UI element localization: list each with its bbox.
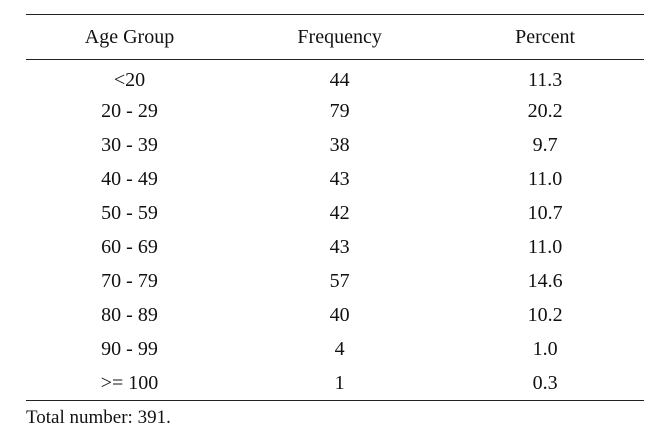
footnote: Total number: 391. [26, 407, 171, 428]
age-frequency-table-container: Age Group Frequency Percent <20 44 11.3 20 … [26, 14, 644, 401]
frequency-cell: 1 [334, 371, 345, 394]
percent-cell: 14.6 [527, 269, 563, 292]
percent-cell: 10.7 [527, 201, 563, 224]
age-group-cell: 40 - 49 [101, 167, 158, 190]
percent-cell: 10.2 [527, 303, 563, 326]
header-age-group: Age Group [84, 25, 175, 48]
table-row: 90 - 99 4 1.0 [26, 332, 644, 366]
frequency-cell: 4 [334, 337, 345, 360]
frequency-cell: 43 [329, 235, 350, 258]
frequency-cell: 43 [329, 167, 350, 190]
table-row: 50 - 59 42 10.7 [26, 196, 644, 230]
frequency-cell: 57 [329, 269, 350, 292]
frequency-cell: 79 [329, 99, 350, 122]
percent-cell: 11.3 [527, 68, 563, 91]
table-row: 40 - 49 43 11.0 [26, 162, 644, 196]
table-row: 20 - 29 79 20.2 [26, 94, 644, 128]
table-row: 70 - 79 57 14.6 [26, 264, 644, 298]
age-group-cell: <20 [113, 68, 146, 91]
table-row: 80 - 89 40 10.2 [26, 298, 644, 332]
top-rule [26, 14, 644, 15]
age-group-cell: 20 - 29 [101, 99, 158, 122]
table-row: 30 - 39 38 9.7 [26, 128, 644, 162]
header-percent: Percent [515, 25, 576, 48]
table-row: <20 44 11.3 [26, 60, 644, 94]
age-group-cell: 90 - 99 [101, 337, 158, 360]
percent-cell: 1.0 [532, 337, 558, 360]
percent-cell: 0.3 [532, 371, 558, 394]
age-group-cell: >= 100 [100, 371, 159, 394]
frequency-cell: 38 [329, 133, 350, 156]
table-body: <20 44 11.3 20 - 29 79 20.2 30 - 39 38 9.7 40 - 4… [26, 60, 644, 400]
header-frequency: Frequency [297, 25, 382, 48]
age-group-cell: 80 - 89 [101, 303, 158, 326]
percent-cell: 9.7 [532, 133, 558, 156]
table-row: 60 - 69 43 11.0 [26, 230, 644, 264]
frequency-cell: 42 [329, 201, 350, 224]
percent-cell: 11.0 [527, 235, 563, 258]
age-group-cell: 30 - 39 [101, 133, 158, 156]
frequency-cell: 44 [329, 68, 350, 91]
age-group-cell: 60 - 69 [101, 235, 158, 258]
table-row: >= 100 1 0.3 [26, 366, 644, 400]
bottom-rule [26, 400, 644, 401]
age-frequency-table: Age Group Frequency Percent [26, 15, 644, 59]
header-row: Age Group Frequency Percent [26, 15, 644, 59]
percent-cell: 20.2 [527, 99, 563, 122]
age-group-cell: 70 - 79 [101, 269, 158, 292]
age-frequency-table-body: <20 44 11.3 20 - 29 79 20.2 30 - 39 38 9.7 40 - 4… [26, 60, 644, 400]
header-rule [26, 59, 644, 60]
frequency-cell: 40 [329, 303, 350, 326]
age-group-cell: 50 - 59 [101, 201, 158, 224]
percent-cell: 11.0 [527, 167, 563, 190]
